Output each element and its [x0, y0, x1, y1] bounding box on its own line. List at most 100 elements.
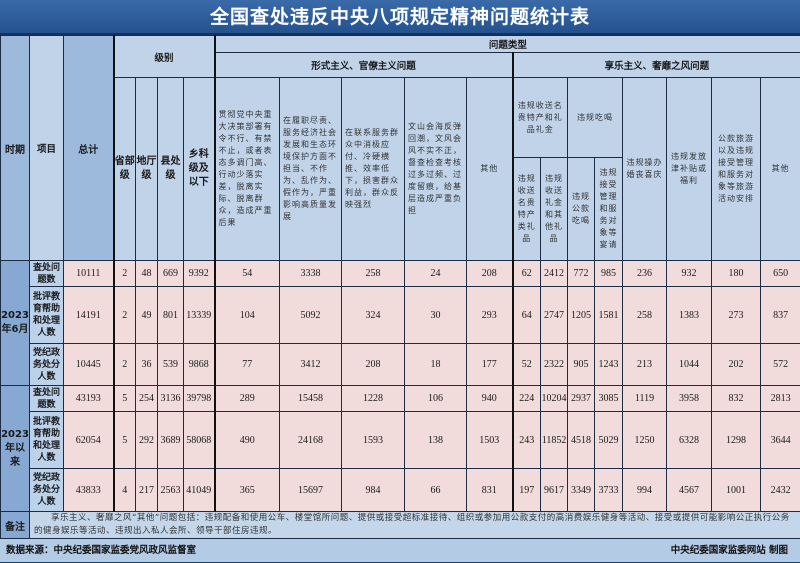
value-cell: 24168: [280, 412, 342, 469]
header-formalism-duties: 在履职尽责、服务经济社会发展和生态环境保护方面不担当、不作为、乱作为、假作为，严…: [280, 78, 342, 261]
header-weddings: 违规操办婚丧喜庆: [623, 78, 667, 261]
header-dining-banquet: 违规接受管理和服务对象等宴请: [595, 158, 623, 261]
value-cell: 801: [158, 287, 184, 344]
value-cell: 10445: [64, 344, 114, 386]
value-cell: 5: [114, 412, 136, 469]
header-total: 总计: [64, 36, 114, 261]
value-cell: 197: [513, 469, 541, 512]
header-gifts-cash: 违规收送礼金和其他礼品: [541, 158, 568, 261]
header-item: 项目: [30, 36, 64, 261]
value-cell: 3085: [595, 386, 623, 412]
value-cell: 4518: [568, 412, 595, 469]
value-cell: 202: [712, 344, 761, 386]
row-item-label: 批评教育帮助和处理人数: [30, 412, 64, 469]
header-allowances: 违规发放津补贴或福利: [667, 78, 712, 261]
value-cell: 13339: [184, 287, 215, 344]
value-cell: 217: [136, 469, 158, 512]
value-cell: 9617: [541, 469, 568, 512]
header-level-prefectural: 地厅级: [136, 78, 158, 261]
value-cell: 669: [158, 261, 184, 287]
value-cell: 2747: [541, 287, 568, 344]
header-level-county: 县处级: [158, 78, 184, 261]
header-formalism-other: 其他: [467, 78, 513, 261]
value-cell: 10204: [541, 386, 568, 412]
data-source: 数据来源：中央纪委国家监委党风政风监督室: [6, 545, 196, 556]
value-cell: 213: [623, 344, 667, 386]
value-cell: 1001: [712, 469, 761, 512]
header-level-provincial: 省部级: [114, 78, 136, 261]
value-cell: 831: [467, 469, 513, 512]
value-cell: 66: [405, 469, 467, 512]
header-dining-public: 违规公款吃喝: [568, 158, 595, 261]
value-cell: 772: [568, 261, 595, 287]
value-cell: 5092: [280, 287, 342, 344]
value-cell: 273: [712, 287, 761, 344]
value-cell: 2937: [568, 386, 595, 412]
value-cell: 2563: [158, 469, 184, 512]
value-cell: 180: [712, 261, 761, 287]
value-cell: 254: [136, 386, 158, 412]
value-cell: 14191: [64, 287, 114, 344]
value-cell: 3689: [158, 412, 184, 469]
notes-text: 享乐主义、奢靡之风“其他”问题包括：违规配备和使用公车、楼堂馆所问题、提供或接受…: [30, 512, 800, 539]
value-cell: 3412: [280, 344, 342, 386]
value-cell: 5: [114, 386, 136, 412]
value-cell: 2: [114, 261, 136, 287]
value-cell: 15697: [280, 469, 342, 512]
header-level: 级别: [114, 36, 215, 78]
value-cell: 1383: [667, 287, 712, 344]
value-cell: 6328: [667, 412, 712, 469]
header-formalism-meetings: 文山会海反弹回潮，文风会风不实不正，督查检查考核过多过频、过度留痕，给基层造成严…: [405, 78, 467, 261]
value-cell: 2813: [761, 386, 800, 412]
header-level-township: 乡科级及以下: [184, 78, 215, 261]
value-cell: 3958: [667, 386, 712, 412]
value-cell: 2: [114, 287, 136, 344]
value-cell: 2322: [541, 344, 568, 386]
header-formalism-service: 在联系服务群众中消极应付、冷硬横推、效率低下，损害群众利益，群众反映强烈: [342, 78, 405, 261]
value-cell: 58068: [184, 412, 215, 469]
value-cell: 3136: [158, 386, 184, 412]
value-cell: 30: [405, 287, 467, 344]
value-cell: 490: [215, 412, 280, 469]
value-cell: 4: [114, 469, 136, 512]
value-cell: 177: [467, 344, 513, 386]
header-travel: 公款旅游以及违规接受管理和服务对象等旅游活动安排: [712, 78, 761, 261]
value-cell: 258: [623, 287, 667, 344]
value-cell: 36: [136, 344, 158, 386]
header-gifts: 违规收送名贵特产和礼品礼金: [513, 78, 568, 158]
value-cell: 324: [342, 287, 405, 344]
value-cell: 2: [114, 344, 136, 386]
value-cell: 2432: [761, 469, 800, 512]
value-cell: 9392: [184, 261, 215, 287]
page-title: 全国查处违反中央八项规定精神问题统计表: [0, 0, 800, 35]
header-period: 时期: [1, 36, 30, 261]
value-cell: 3733: [595, 469, 623, 512]
value-cell: 3349: [568, 469, 595, 512]
value-cell: 3338: [280, 261, 342, 287]
value-cell: 52: [513, 344, 541, 386]
value-cell: 236: [623, 261, 667, 287]
header-formalism: 形式主义、官僚主义问题: [215, 53, 513, 78]
value-cell: 1593: [342, 412, 405, 469]
value-cell: 5029: [595, 412, 623, 469]
value-cell: 940: [467, 386, 513, 412]
value-cell: 837: [761, 287, 800, 344]
value-cell: 3644: [761, 412, 800, 469]
value-cell: 49: [136, 287, 158, 344]
row-item-label: 党纪政务处分人数: [30, 469, 64, 512]
value-cell: 11852: [541, 412, 568, 469]
footer: 数据来源：中央纪委国家监委党风政风监督室 中央纪委国家监委网站 制图: [0, 538, 800, 562]
value-cell: 539: [158, 344, 184, 386]
value-cell: 15458: [280, 386, 342, 412]
value-cell: 43193: [64, 386, 114, 412]
value-cell: 77: [215, 344, 280, 386]
value-cell: 984: [342, 469, 405, 512]
value-cell: 365: [215, 469, 280, 512]
row-item-label: 查处问题数: [30, 386, 64, 412]
